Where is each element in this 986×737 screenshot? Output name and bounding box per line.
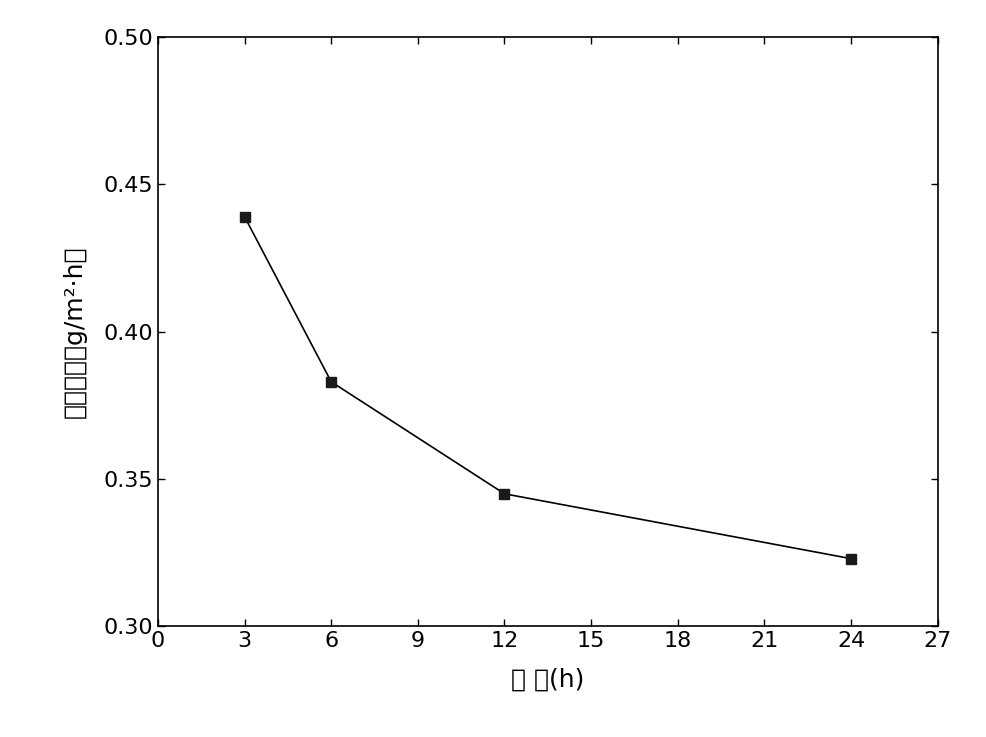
X-axis label: 时 间(h): 时 间(h) (511, 668, 584, 692)
Y-axis label: 腐蚀速率（g/m²·h）: 腐蚀速率（g/m²·h） (62, 245, 87, 418)
